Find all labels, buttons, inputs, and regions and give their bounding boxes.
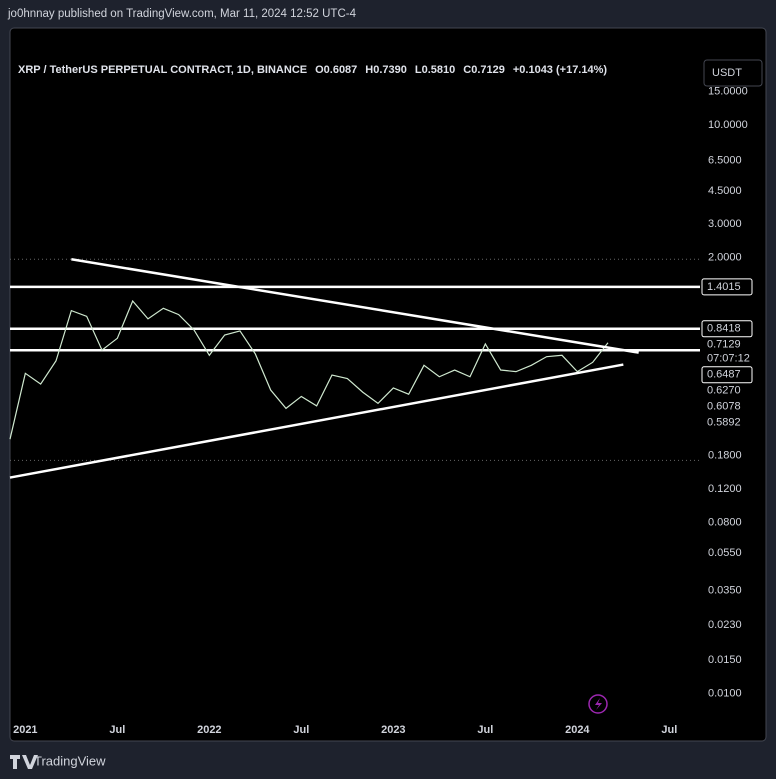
y-tick-label: 6.5000 — [708, 155, 742, 167]
trendline — [71, 258, 639, 354]
y-tick-label: 2.0000 — [708, 252, 742, 264]
legend-item: H0.7390 — [365, 64, 407, 76]
price-label-box — [701, 320, 753, 338]
y-tick-label: 4.5000 — [708, 185, 742, 197]
chart-frame — [9, 27, 767, 742]
countdown: 07:07:12 — [707, 353, 750, 365]
x-tick-label: Jul — [109, 724, 125, 736]
y-tick-label: 0.1200 — [708, 483, 742, 495]
y-tick-label: 0.0550 — [708, 547, 742, 559]
price-label: 1.4015 — [707, 281, 741, 293]
price-label-box — [701, 278, 753, 296]
legend-item: +0.1043 (+17.14%) — [513, 64, 608, 76]
x-tick-label: Jul — [477, 724, 493, 736]
price-label: 0.6270 — [707, 385, 741, 397]
price-label: 0.6487 — [707, 369, 741, 381]
plot — [9, 258, 700, 479]
price-label-box — [701, 366, 753, 384]
y-tick-label: 0.0150 — [708, 654, 742, 666]
price-label: 0.6078 — [707, 401, 741, 413]
legend-item: C0.7129 — [463, 64, 505, 76]
alert-icon[interactable] — [588, 694, 608, 714]
legend-item: L0.5810 — [415, 64, 455, 76]
footer: TradingView — [34, 753, 106, 768]
y-tick-label: 0.0350 — [708, 584, 742, 596]
alert-bolt — [595, 698, 602, 710]
y-tick-label: 0.1800 — [708, 450, 742, 462]
y-tick-label: 3.0000 — [708, 218, 742, 230]
price-axis: 15.0000 10.0000 6.5000 4.5000 3.0000 2.0000 0.… — [701, 86, 753, 699]
currency-label[interactable]: USDT — [712, 67, 742, 79]
price-label: 0.5892 — [707, 417, 741, 429]
price-line — [9, 299, 609, 440]
header: jo0hnnay published on TradingView.com, M… — [7, 8, 357, 20]
legend-item: XRP / TetherUS PERPETUAL CONTRACT, 1D, B… — [18, 64, 307, 76]
x-tick-label: 2024 — [565, 724, 590, 736]
currency-button[interactable] — [703, 59, 763, 87]
trendline — [9, 363, 624, 479]
y-tick-label: 15.0000 — [708, 86, 748, 98]
price-label: 0.7129 — [707, 339, 741, 351]
legend-item: O0.6087 — [315, 64, 357, 76]
y-tick-label: 0.0800 — [708, 516, 742, 528]
x-tick-label: Jul — [293, 724, 309, 736]
x-tick-label: 2022 — [197, 724, 221, 736]
x-tick-label: 2021 — [13, 724, 37, 736]
y-tick-label: 0.0230 — [708, 619, 742, 631]
y-tick-label: 10.0000 — [708, 119, 748, 131]
x-tick-label: 2023 — [381, 724, 405, 736]
price-label: 0.8418 — [707, 323, 741, 335]
x-tick-label: Jul — [661, 724, 677, 736]
logo — [10, 755, 38, 769]
y-tick-label: 0.0100 — [708, 687, 742, 699]
legend: XRP / TetherUS PERPETUAL CONTRACT, 1D, B… — [18, 64, 607, 76]
